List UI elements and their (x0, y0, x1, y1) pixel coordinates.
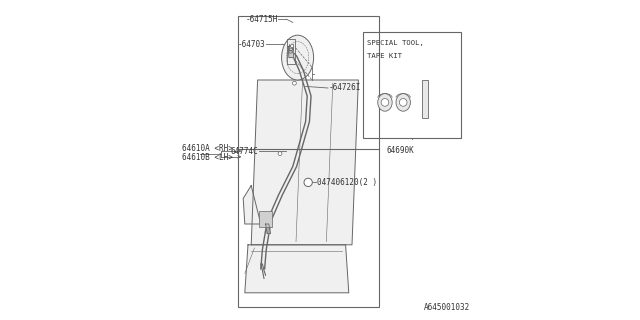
Polygon shape (245, 245, 349, 293)
Text: 64774C: 64774C (231, 147, 259, 156)
Ellipse shape (282, 35, 314, 80)
Circle shape (278, 152, 282, 156)
Text: 64690K: 64690K (386, 146, 414, 155)
Polygon shape (251, 80, 358, 245)
Text: -64715H: -64715H (245, 15, 278, 24)
Text: 047406120(2 ): 047406120(2 ) (317, 178, 377, 187)
Circle shape (304, 178, 312, 187)
Ellipse shape (378, 93, 392, 111)
Text: 64610B <LH>: 64610B <LH> (182, 153, 232, 162)
Bar (259, 211, 272, 227)
Text: -64703: -64703 (237, 40, 265, 49)
Bar (364, 32, 461, 138)
Bar (422, 80, 428, 118)
Polygon shape (288, 46, 294, 58)
Text: TAPE KIT: TAPE KIT (367, 53, 402, 59)
Polygon shape (243, 186, 261, 224)
Circle shape (292, 81, 296, 85)
Ellipse shape (396, 93, 410, 111)
Text: -64726I: -64726I (329, 84, 361, 92)
Text: SPECIAL TOOL,: SPECIAL TOOL, (367, 40, 424, 46)
Circle shape (291, 44, 294, 48)
Text: 64610A <RH>: 64610A <RH> (182, 144, 232, 153)
Circle shape (381, 99, 389, 106)
Circle shape (399, 99, 407, 106)
Text: A645001032: A645001032 (424, 303, 470, 312)
Bar (239, 16, 380, 307)
Text: S: S (307, 180, 310, 185)
Polygon shape (266, 224, 270, 234)
